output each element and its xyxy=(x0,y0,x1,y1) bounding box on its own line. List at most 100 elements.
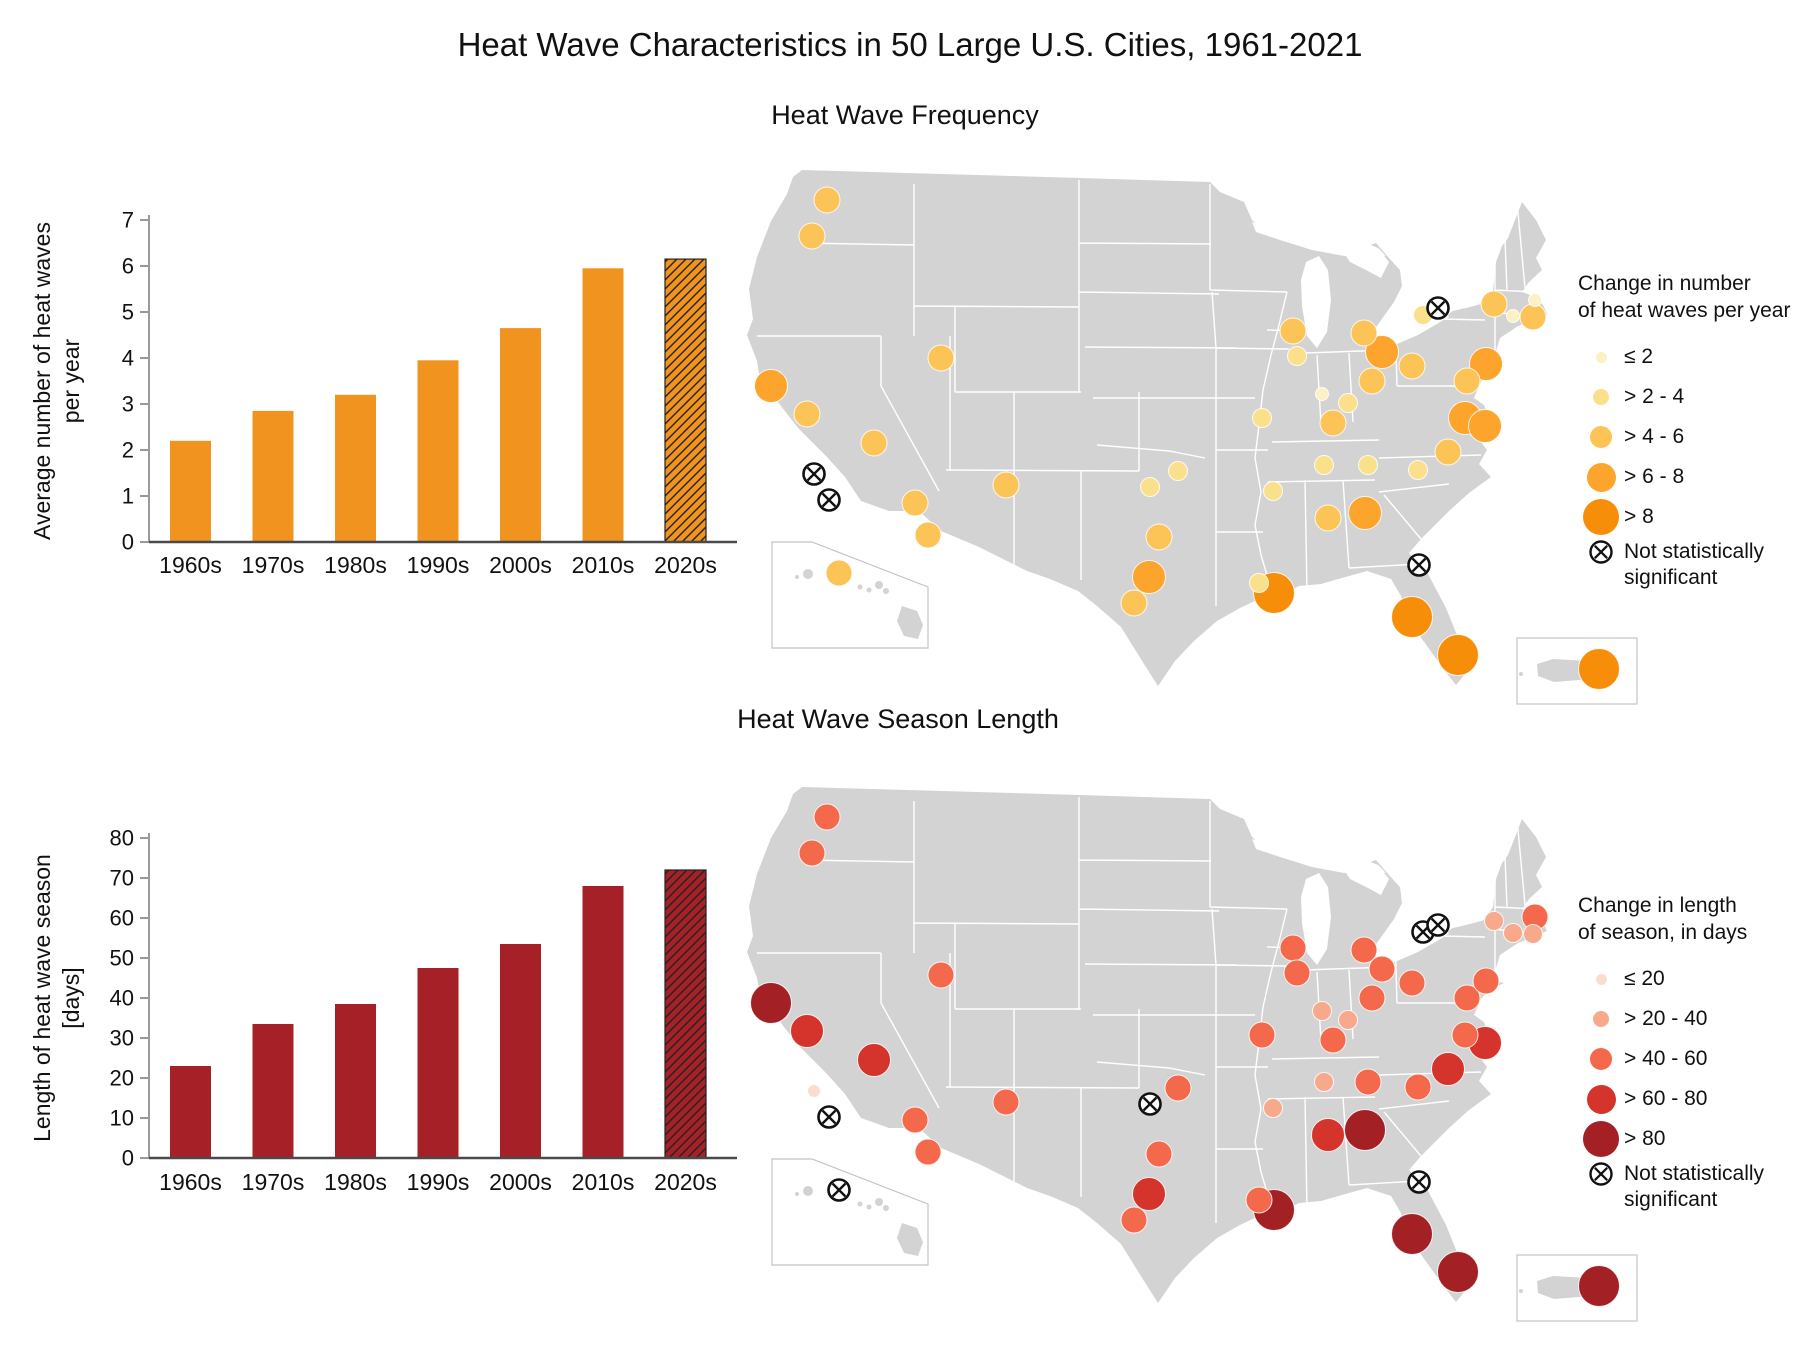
ylabel-season-line1: Length of heat wave season xyxy=(29,854,55,1142)
great-lake xyxy=(1449,295,1488,311)
city-bubble-cincinnati xyxy=(1338,393,1358,413)
frequency-legend-item-2: > 2 - 4 xyxy=(1578,377,1800,417)
city-bubble-louisville xyxy=(1319,1026,1347,1054)
city-bubble-san-antonio xyxy=(1120,1206,1148,1234)
xtick-frequency-1970s: 1970s xyxy=(242,552,305,578)
city-bubble-new-york xyxy=(1469,347,1503,381)
page-title: Heat Wave Characteristics in 50 Large U.… xyxy=(457,26,1363,63)
city-bubble-new-york xyxy=(1472,967,1500,995)
city-bubble-portland xyxy=(798,222,826,250)
city-bubble-st-louis xyxy=(1248,1021,1276,1049)
frequency-legend-bubble-icon xyxy=(1586,462,1616,492)
city-bubble-tucson xyxy=(914,521,942,549)
city-bubble-las-vegas xyxy=(860,429,888,457)
ytick-season-30: 30 xyxy=(110,1026,134,1051)
xtick-frequency-2020s: 2020s xyxy=(654,552,717,578)
city-bubble-cincinnati xyxy=(1338,1010,1358,1030)
bar-season-2000s xyxy=(500,944,541,1158)
frequency-legend-bubble-icon xyxy=(1590,426,1612,448)
city-bubble-chicago xyxy=(1287,346,1307,366)
city-bubble-san-francisco xyxy=(750,982,792,1024)
city-bubble-philadelphia xyxy=(1453,984,1481,1012)
not-significant-marker-los-angeles xyxy=(802,462,826,486)
season-legend-bubble-icon xyxy=(1583,1121,1619,1157)
city-bubble-san-antonio xyxy=(1120,589,1148,617)
city-bubble-washington-dc xyxy=(1451,1021,1479,1049)
bar-season-1980s xyxy=(335,1004,376,1158)
ytick-season-40: 40 xyxy=(110,986,134,1011)
ytick-season-10: 10 xyxy=(110,1106,134,1131)
city-bubble-san-juan xyxy=(1578,648,1620,690)
city-bubble-portland xyxy=(798,839,826,867)
city-bubble-dallas xyxy=(1145,1140,1173,1168)
season-legend-item-5: > 80 xyxy=(1578,1119,1800,1159)
us-mainland xyxy=(747,787,1547,1303)
city-bubble-atlanta xyxy=(1348,496,1382,530)
great-lake xyxy=(1342,244,1389,278)
xtick-season-2000s: 2000s xyxy=(489,1169,552,1195)
city-bubble-indianapolis xyxy=(1312,1001,1332,1021)
xtick-season-2010s: 2010s xyxy=(572,1169,635,1195)
city-bubble-phoenix xyxy=(901,489,929,517)
bar-frequency-1960s xyxy=(170,440,211,542)
city-bubble-seattle xyxy=(813,186,841,214)
season-legend-item-label: ≤ 20 xyxy=(1624,967,1665,990)
ytick-season-50: 50 xyxy=(110,946,134,971)
xtick-season-1960s: 1960s xyxy=(159,1169,222,1195)
frequency-legend-bubble-icon xyxy=(1583,499,1619,535)
xtick-frequency-1960s: 1960s xyxy=(159,552,222,578)
city-bubble-nashville xyxy=(1314,455,1334,475)
us-mainland xyxy=(747,170,1547,686)
city-bubble-columbus xyxy=(1358,367,1386,395)
bar-frequency-1980s xyxy=(335,394,376,542)
city-bubble-providence xyxy=(1523,924,1543,944)
city-bubble-birmingham xyxy=(1311,1118,1345,1152)
city-bubble-san-francisco xyxy=(754,369,788,403)
circled-x-icon xyxy=(1589,540,1613,564)
season-panel-title: Heat Wave Season Length xyxy=(737,704,1059,734)
hawaii-inset-box xyxy=(771,1158,929,1266)
bar-chart-season: 0 10 20 30 40 50 60 70 80 1960s 1970s 1980s 1990s 200… xyxy=(29,826,737,1195)
city-bubble-cleveland xyxy=(1368,955,1396,983)
not-significant-marker-jacksonville xyxy=(1407,553,1431,577)
city-bubble-st-louis xyxy=(1252,408,1272,428)
hawaii-inset-box xyxy=(771,541,929,649)
city-bubble-detroit xyxy=(1350,319,1378,347)
xtick-season-1980s: 1980s xyxy=(324,1169,387,1195)
not-significant-marker-buffalo xyxy=(1426,296,1450,320)
not-significant-marker-honolulu xyxy=(827,1178,851,1202)
bar-chart-frequency: 0 1 2 3 4 5 6 7 1960s 1970s 1980s 1990s 2000s 2010s 20… xyxy=(29,208,737,578)
city-bubble-philadelphia xyxy=(1453,367,1481,395)
ytick-frequency-6: 6 xyxy=(122,254,134,279)
city-bubble-austin xyxy=(1132,560,1166,594)
bar-season-2010s xyxy=(582,886,624,1158)
bar-frequency-2020s xyxy=(664,258,707,543)
city-bubble-charlotte xyxy=(1358,455,1378,475)
ytick-frequency-0: 0 xyxy=(122,530,134,555)
bar-frequency-1970s xyxy=(252,410,294,542)
city-bubble-raleigh xyxy=(1408,460,1428,480)
ytick-frequency-2: 2 xyxy=(122,438,134,463)
city-bubble-raleigh xyxy=(1404,1073,1432,1101)
ytick-season-80: 80 xyxy=(110,826,134,851)
city-bubble-miami xyxy=(1437,634,1479,676)
city-bubble-san-juan xyxy=(1578,1265,1620,1307)
ylabel-season-line2: [days] xyxy=(58,967,84,1028)
city-bubble-fresno xyxy=(790,1014,824,1048)
xtick-frequency-2000s: 2000s xyxy=(489,552,552,578)
state-borders xyxy=(757,797,1536,1223)
city-bubble-albany xyxy=(1480,290,1508,318)
frequency-legend-title: Change in number of heat waves per year xyxy=(1578,272,1791,322)
city-bubble-louisville xyxy=(1319,409,1347,437)
season-legend-item-1: ≤ 20 xyxy=(1578,959,1800,999)
frequency-legend-item-label: > 4 - 6 xyxy=(1624,425,1685,448)
city-bubble-milwaukee xyxy=(1279,934,1307,962)
bar-season-1960s xyxy=(170,1066,211,1158)
frequency-legend-item-label: > 6 - 8 xyxy=(1624,465,1685,488)
city-bubble-atlanta xyxy=(1344,1109,1386,1151)
city-bubble-chicago xyxy=(1283,959,1311,987)
season-map xyxy=(747,787,1638,1322)
ytick-season-0: 0 xyxy=(122,1146,134,1171)
